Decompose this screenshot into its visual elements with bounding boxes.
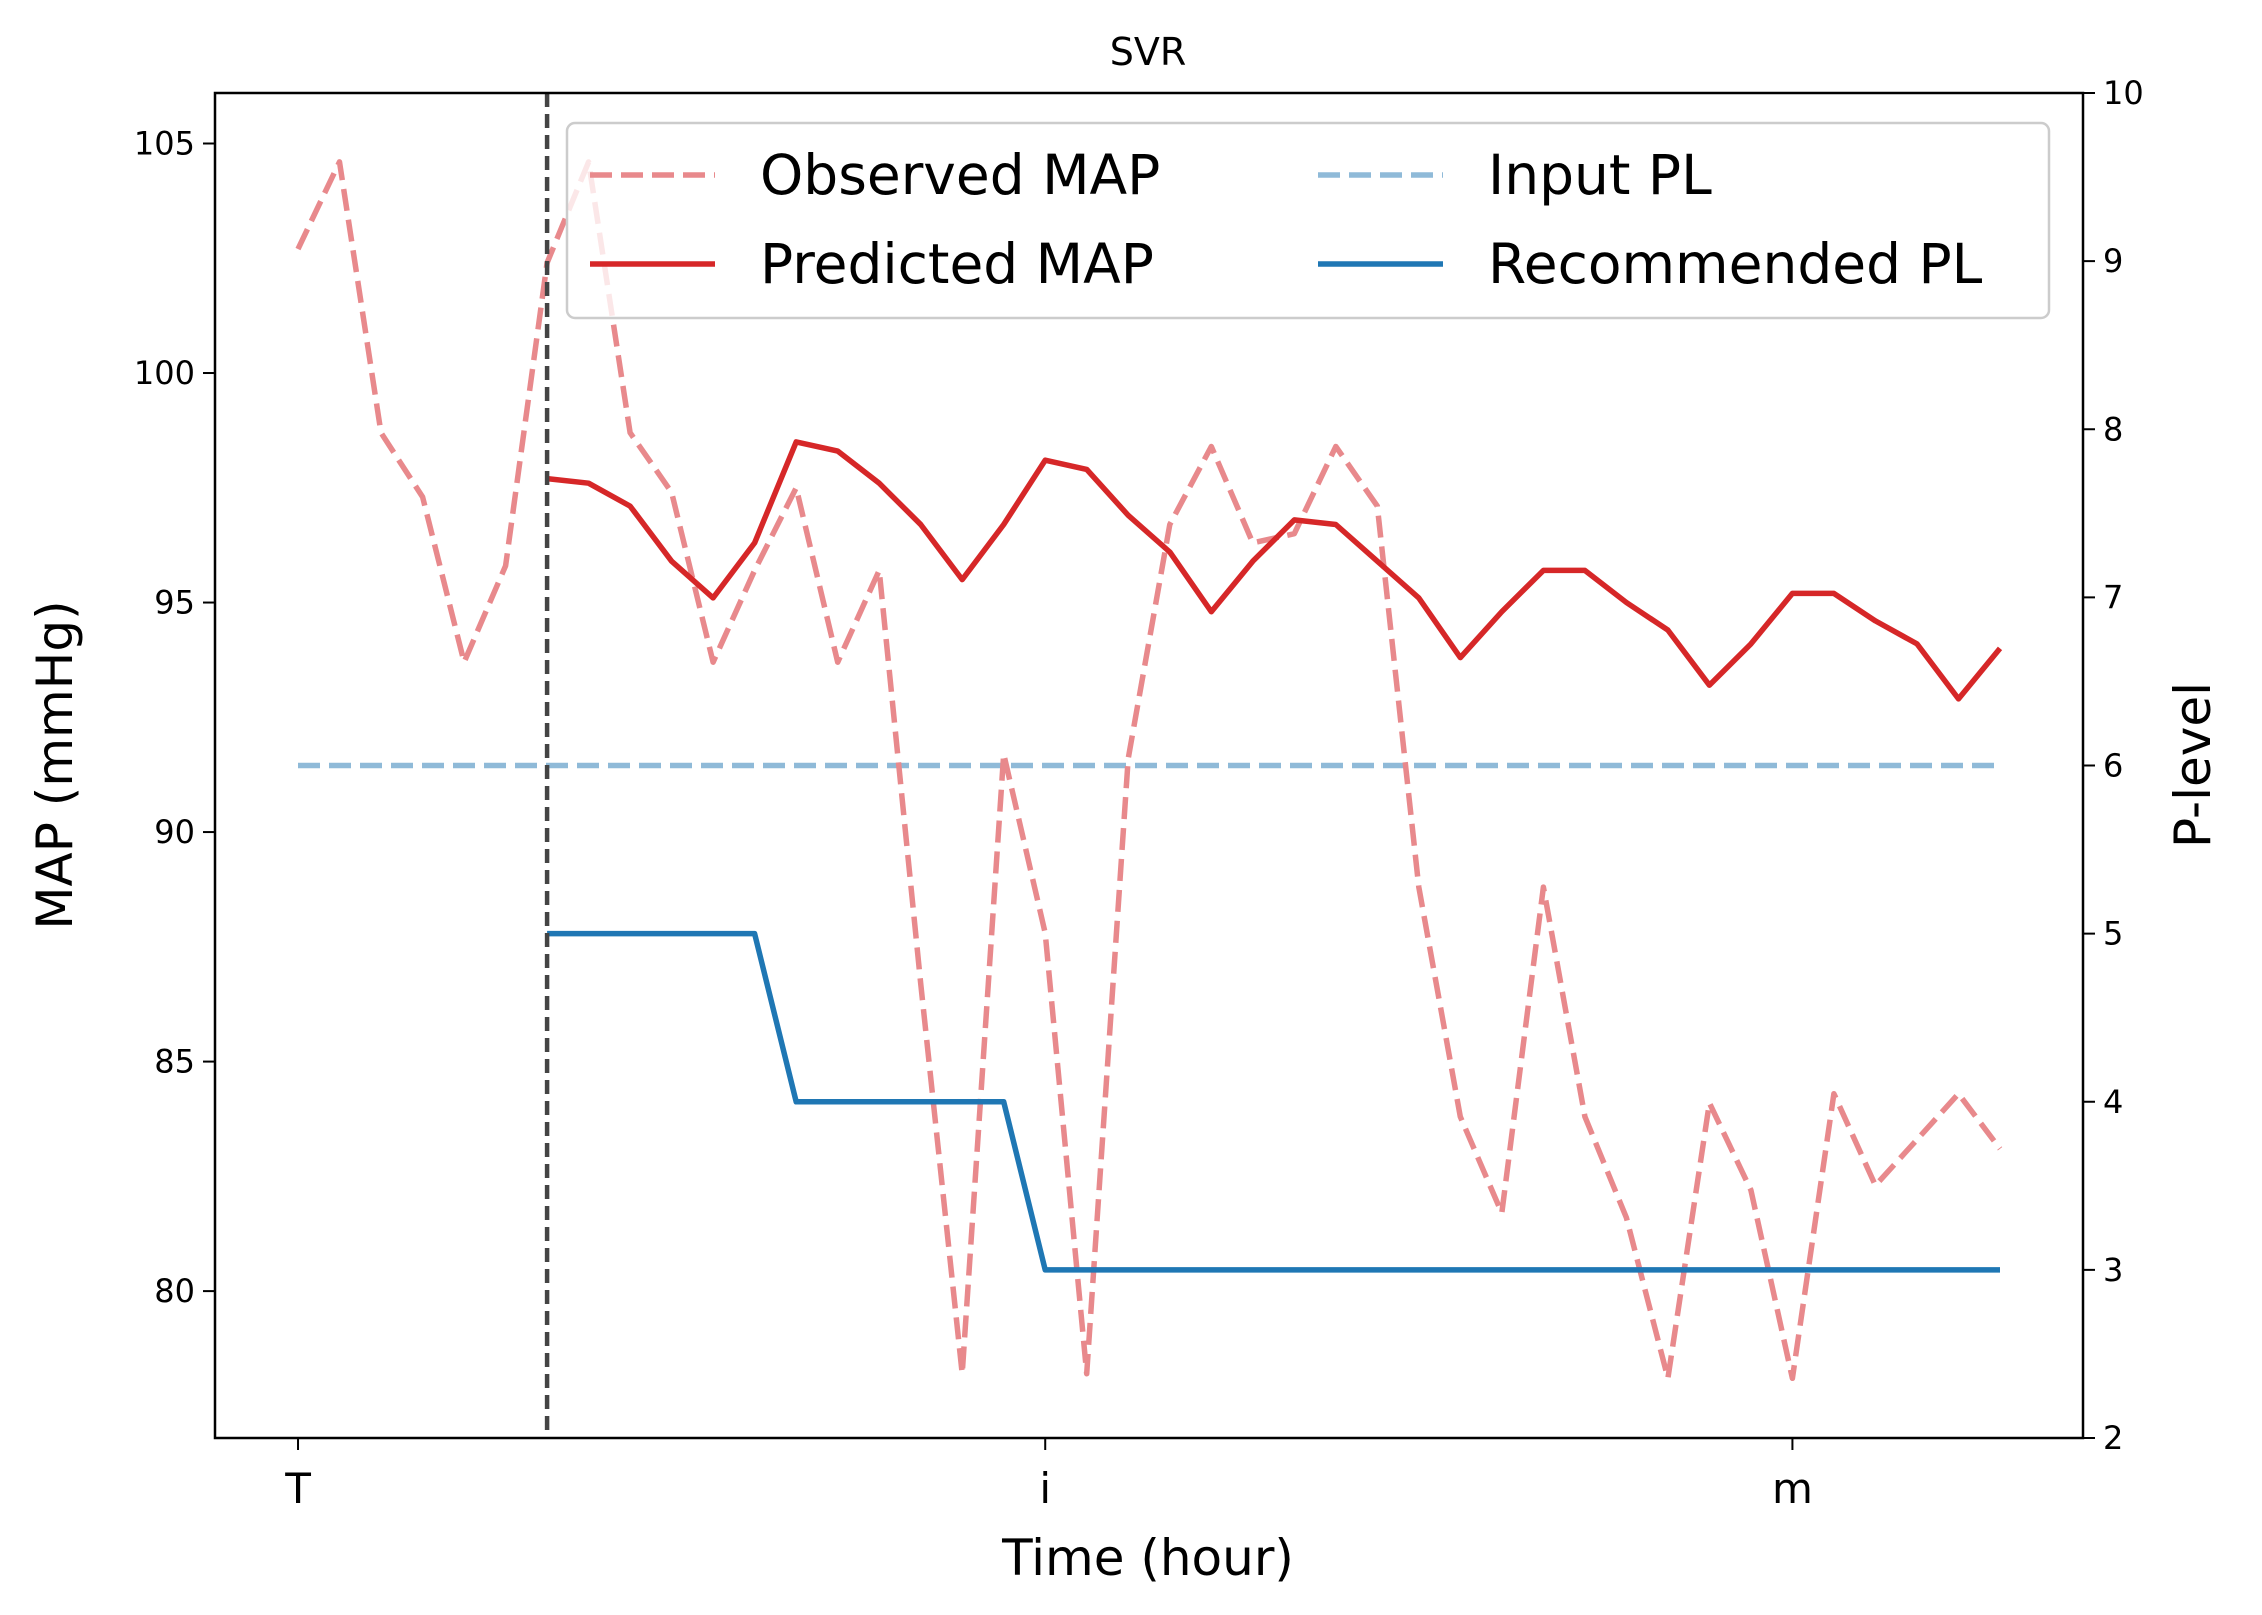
left-tick-label: 85	[154, 1043, 195, 1081]
legend-label-observed-map: Observed MAP	[760, 143, 1160, 207]
right-tick-label: 9	[2103, 242, 2123, 280]
right-tick-label: 7	[2103, 578, 2123, 616]
right-tick-label: 10	[2103, 74, 2144, 112]
right-tick-label: 3	[2103, 1251, 2123, 1289]
left-tick-label: 100	[134, 354, 195, 392]
left-tick-label: 105	[134, 124, 195, 162]
left-tick-label: 95	[154, 584, 195, 622]
x-tick-label: m	[1772, 1464, 1813, 1513]
chart-title: SVR	[1110, 30, 1187, 74]
right-y-axis-label: P-level	[2164, 682, 2222, 848]
right-axis-ticks: 2 3 4 5 6 7 8 9 10	[2083, 74, 2144, 1457]
x-tick-label: i	[1039, 1464, 1051, 1513]
legend-label-recommended-pl: Recommended PL	[1488, 232, 1983, 296]
legend-box	[565, 121, 2051, 320]
left-tick-label: 90	[154, 813, 195, 851]
x-axis-label: Time (hour)	[1001, 1529, 1294, 1587]
legend: Observed MAP Input PL Predicted MAP Recomme…	[565, 121, 2051, 320]
left-axis-ticks: 80 85 90 95 100 105	[134, 124, 215, 1310]
right-tick-label: 2	[2103, 1419, 2123, 1457]
left-y-axis-label: MAP (mmHg)	[26, 600, 84, 929]
recommended-pl-line	[547, 930, 2000, 1273]
left-tick-label: 80	[154, 1272, 195, 1310]
x-tick-label: T	[284, 1464, 311, 1513]
predicted-map-line	[546, 439, 2003, 702]
right-tick-label: 5	[2103, 915, 2123, 953]
legend-label-predicted-map: Predicted MAP	[760, 232, 1154, 296]
legend-label-input-pl: Input PL	[1488, 143, 1712, 207]
right-tick-label: 6	[2103, 747, 2123, 785]
plot-series	[295, 159, 2003, 1382]
right-tick-label: 4	[2103, 1083, 2123, 1121]
observed-map-line	[295, 159, 2003, 1382]
right-tick-label: 8	[2103, 410, 2123, 448]
